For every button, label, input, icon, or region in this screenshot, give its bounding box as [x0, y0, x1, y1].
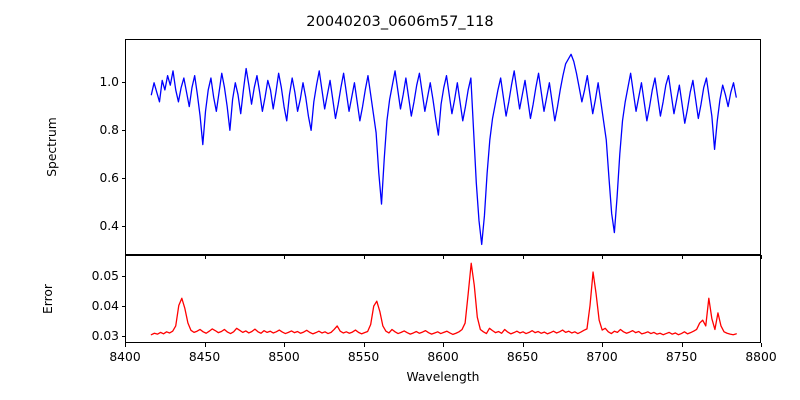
- error-plot-area: [126, 256, 760, 342]
- error-panel: [125, 255, 761, 343]
- x-ticklabel: 8650: [506, 350, 539, 364]
- x-tick-shared: [443, 255, 445, 259]
- x-tick: [284, 343, 286, 347]
- y-tick-spectrum: [121, 130, 125, 132]
- x-ticklabel: 8800: [745, 350, 777, 364]
- chart-title: 20040203_0606m57_118: [306, 14, 494, 30]
- x-tick-shared: [284, 255, 286, 259]
- x-tick: [602, 343, 604, 347]
- y-axis-label-error: Error: [41, 284, 55, 314]
- y-ticklabel-spectrum: 0.4: [99, 219, 119, 234]
- x-tick-shared: [761, 255, 763, 259]
- x-tick: [681, 343, 683, 347]
- x-ticklabel: 8600: [427, 350, 459, 364]
- y-tick-error: [121, 275, 125, 277]
- y-tick-error: [121, 335, 125, 337]
- x-ticklabel: 8450: [188, 350, 221, 364]
- x-tick-shared: [204, 255, 206, 259]
- x-tick: [204, 343, 206, 347]
- y-ticklabel-error: 0.05: [91, 268, 119, 283]
- x-tick-shared: [602, 255, 604, 259]
- x-tick: [522, 343, 524, 347]
- x-ticklabel: 8750: [665, 350, 698, 364]
- x-ticklabel: 8550: [347, 350, 380, 364]
- x-tick-shared: [125, 255, 127, 259]
- x-tick-shared: [363, 255, 365, 259]
- x-tick: [363, 343, 365, 347]
- x-tick: [761, 343, 763, 347]
- y-tick-spectrum: [121, 178, 125, 180]
- x-axis-label: Wavelength: [406, 370, 480, 384]
- x-ticklabel: 8400: [109, 350, 141, 364]
- x-tick: [443, 343, 445, 347]
- spectrum-line: [151, 54, 736, 244]
- spectrum-plot-area: [126, 40, 760, 254]
- y-tick-spectrum: [121, 226, 125, 228]
- spectrum-panel: [125, 39, 761, 255]
- y-axis-label-spectrum: Spectrum: [45, 117, 59, 177]
- y-ticklabel-error: 0.04: [91, 298, 119, 313]
- y-ticklabel-error: 0.03: [91, 328, 119, 343]
- x-tick: [125, 343, 127, 347]
- x-tick-shared: [522, 255, 524, 259]
- error-line: [151, 263, 736, 334]
- y-tick-error: [121, 305, 125, 307]
- y-ticklabel-spectrum: 1.0: [99, 75, 119, 90]
- y-ticklabel-spectrum: 0.8: [99, 123, 119, 138]
- x-ticklabel: 8500: [268, 350, 300, 364]
- x-tick-shared: [681, 255, 683, 259]
- y-ticklabel-spectrum: 0.6: [99, 171, 119, 186]
- x-ticklabel: 8700: [586, 350, 618, 364]
- y-tick-spectrum: [121, 82, 125, 84]
